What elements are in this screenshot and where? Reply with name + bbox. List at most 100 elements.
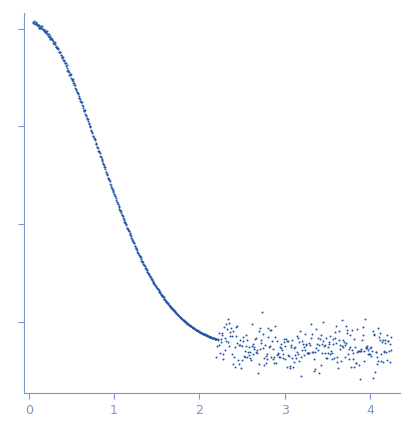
Point bbox=[316, 342, 323, 349]
Point bbox=[171, 308, 177, 315]
Point bbox=[378, 350, 385, 357]
Point bbox=[90, 132, 97, 139]
Point bbox=[51, 39, 58, 46]
Point bbox=[260, 345, 266, 352]
Point bbox=[102, 168, 109, 175]
Point bbox=[290, 363, 296, 370]
Point bbox=[323, 354, 329, 361]
Point bbox=[220, 350, 226, 357]
Point bbox=[121, 218, 128, 225]
Point bbox=[217, 349, 223, 356]
Point bbox=[348, 364, 354, 371]
Point bbox=[373, 349, 379, 356]
Point bbox=[231, 354, 237, 361]
Point bbox=[41, 27, 48, 34]
Point bbox=[388, 347, 395, 354]
Point bbox=[167, 302, 173, 309]
Point bbox=[324, 354, 330, 361]
Point bbox=[92, 139, 99, 146]
Point bbox=[39, 23, 45, 30]
Point bbox=[192, 326, 199, 333]
Point bbox=[171, 307, 177, 314]
Point bbox=[320, 319, 327, 326]
Point bbox=[69, 76, 75, 83]
Point bbox=[244, 353, 250, 360]
Point bbox=[255, 360, 262, 367]
Point bbox=[227, 332, 234, 339]
Point bbox=[203, 332, 209, 339]
Point bbox=[256, 327, 262, 334]
Point bbox=[169, 305, 175, 312]
Point bbox=[36, 24, 42, 31]
Point bbox=[286, 365, 293, 372]
Point bbox=[31, 17, 38, 24]
Point bbox=[99, 156, 105, 163]
Point bbox=[223, 337, 230, 344]
Point bbox=[139, 259, 146, 266]
Point bbox=[94, 144, 101, 151]
Point bbox=[186, 322, 193, 329]
Point bbox=[144, 267, 150, 274]
Point bbox=[354, 326, 361, 333]
Point bbox=[96, 149, 102, 156]
Point bbox=[249, 350, 256, 357]
Point bbox=[186, 322, 193, 329]
Point bbox=[89, 132, 96, 139]
Point bbox=[74, 88, 80, 95]
Point bbox=[238, 342, 245, 349]
Point bbox=[32, 20, 39, 27]
Point bbox=[303, 340, 310, 347]
Point bbox=[271, 360, 277, 367]
Point bbox=[175, 312, 181, 319]
Point bbox=[242, 354, 248, 361]
Point bbox=[144, 268, 151, 275]
Point bbox=[381, 336, 388, 343]
Point bbox=[233, 323, 239, 330]
Point bbox=[197, 329, 203, 336]
Point bbox=[162, 296, 168, 303]
Point bbox=[133, 245, 140, 252]
Point bbox=[169, 305, 175, 312]
Point bbox=[61, 58, 68, 65]
Point bbox=[116, 204, 122, 211]
Point bbox=[268, 354, 274, 361]
Point bbox=[246, 343, 253, 350]
Point bbox=[96, 150, 103, 157]
Point bbox=[111, 190, 117, 197]
Point bbox=[35, 22, 41, 29]
Point bbox=[300, 351, 307, 358]
Point bbox=[73, 89, 80, 96]
Point bbox=[213, 336, 219, 343]
Point bbox=[371, 330, 378, 337]
Point bbox=[208, 334, 215, 341]
Point bbox=[198, 329, 204, 336]
Point bbox=[58, 52, 64, 59]
Point bbox=[164, 300, 171, 307]
Point bbox=[136, 252, 142, 259]
Point bbox=[250, 340, 257, 347]
Point bbox=[175, 312, 182, 319]
Point bbox=[36, 24, 43, 31]
Point bbox=[306, 340, 312, 347]
Point bbox=[105, 174, 112, 181]
Point bbox=[55, 49, 62, 55]
Point bbox=[280, 350, 286, 357]
Point bbox=[129, 235, 135, 242]
Point bbox=[384, 357, 390, 364]
Point bbox=[354, 348, 360, 355]
Point bbox=[60, 56, 67, 63]
Point bbox=[294, 333, 300, 340]
Point bbox=[80, 104, 86, 111]
Point bbox=[351, 335, 358, 342]
Point bbox=[296, 338, 303, 345]
Point bbox=[357, 375, 364, 382]
Point bbox=[259, 330, 266, 337]
Point bbox=[372, 348, 379, 355]
Point bbox=[196, 328, 203, 335]
Point bbox=[335, 365, 341, 372]
Point bbox=[170, 306, 177, 313]
Point bbox=[353, 359, 359, 366]
Point bbox=[304, 349, 310, 356]
Point bbox=[101, 164, 108, 171]
Point bbox=[289, 337, 296, 344]
